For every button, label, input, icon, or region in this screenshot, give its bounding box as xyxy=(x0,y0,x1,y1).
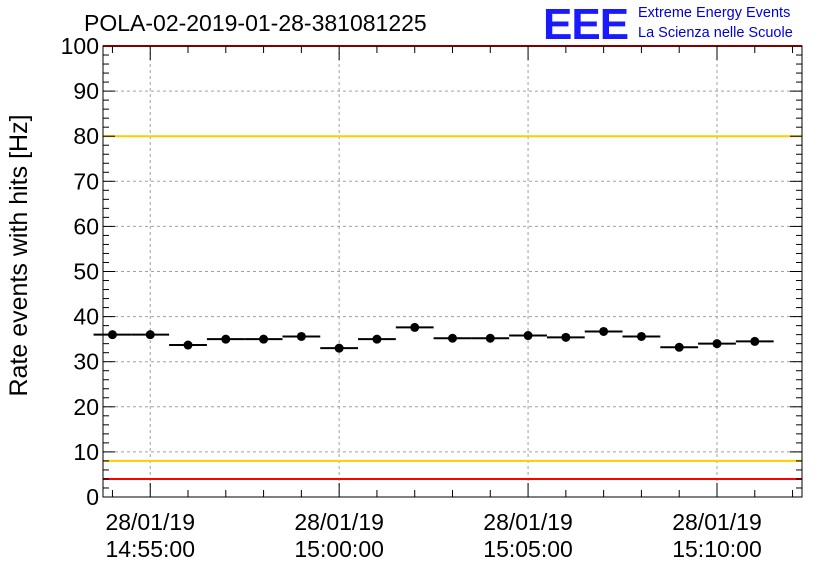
data-point xyxy=(599,326,609,336)
data-point xyxy=(221,334,231,344)
x-tick-label-date: 28/01/19 xyxy=(105,509,195,535)
data-point xyxy=(259,334,269,344)
y-tick-label: 80 xyxy=(73,123,99,149)
data-point xyxy=(372,334,382,344)
data-point xyxy=(107,330,117,340)
y-tick-label: 30 xyxy=(73,349,99,375)
x-tick-label-date: 28/01/19 xyxy=(294,509,384,535)
x-tick-label-time: 14:55:00 xyxy=(105,536,195,562)
y-tick-label: 40 xyxy=(73,304,99,330)
data-point xyxy=(636,331,646,341)
data-point xyxy=(296,331,306,341)
x-tick-label-time: 15:10:00 xyxy=(672,536,762,562)
data-point xyxy=(334,343,344,353)
eee-logo: EEE Extreme Energy Events La Scienza nel… xyxy=(543,0,833,49)
logo-line-2: La Scienza nelle Scuole xyxy=(638,25,793,41)
data-point xyxy=(183,340,193,350)
x-tick-label-time: 15:00:00 xyxy=(294,536,384,562)
plot-frame xyxy=(102,45,803,498)
data-point xyxy=(523,331,533,341)
y-tick-label: 100 xyxy=(61,33,99,59)
data-point xyxy=(485,333,495,343)
data-point xyxy=(750,336,760,346)
y-tick-label: 0 xyxy=(86,484,99,510)
chart-title: POLA-02-2019-01-28-381081225 xyxy=(84,10,427,36)
data-point xyxy=(448,333,457,343)
x-tick-label-time: 15:05:00 xyxy=(483,536,573,562)
data-point xyxy=(410,322,420,332)
y-tick-label: 10 xyxy=(73,439,99,465)
x-tick-label-date: 28/01/19 xyxy=(483,509,573,535)
data-point xyxy=(145,330,155,340)
y-tick-label: 90 xyxy=(73,78,99,104)
y-tick-label: 50 xyxy=(73,259,99,285)
eee-logo-mark: EEE xyxy=(543,0,629,49)
y-tick-label: 20 xyxy=(73,394,99,420)
data-point xyxy=(561,332,571,342)
y-tick-label: 60 xyxy=(73,213,99,239)
data-point xyxy=(674,342,684,352)
y-tick-label: 70 xyxy=(73,168,99,194)
x-tick-label-date: 28/01/19 xyxy=(672,509,762,535)
y-axis-label: Rate events with hits [Hz] xyxy=(5,114,33,396)
data-point xyxy=(712,339,722,349)
logo-line-1: Extreme Energy Events xyxy=(638,5,791,21)
